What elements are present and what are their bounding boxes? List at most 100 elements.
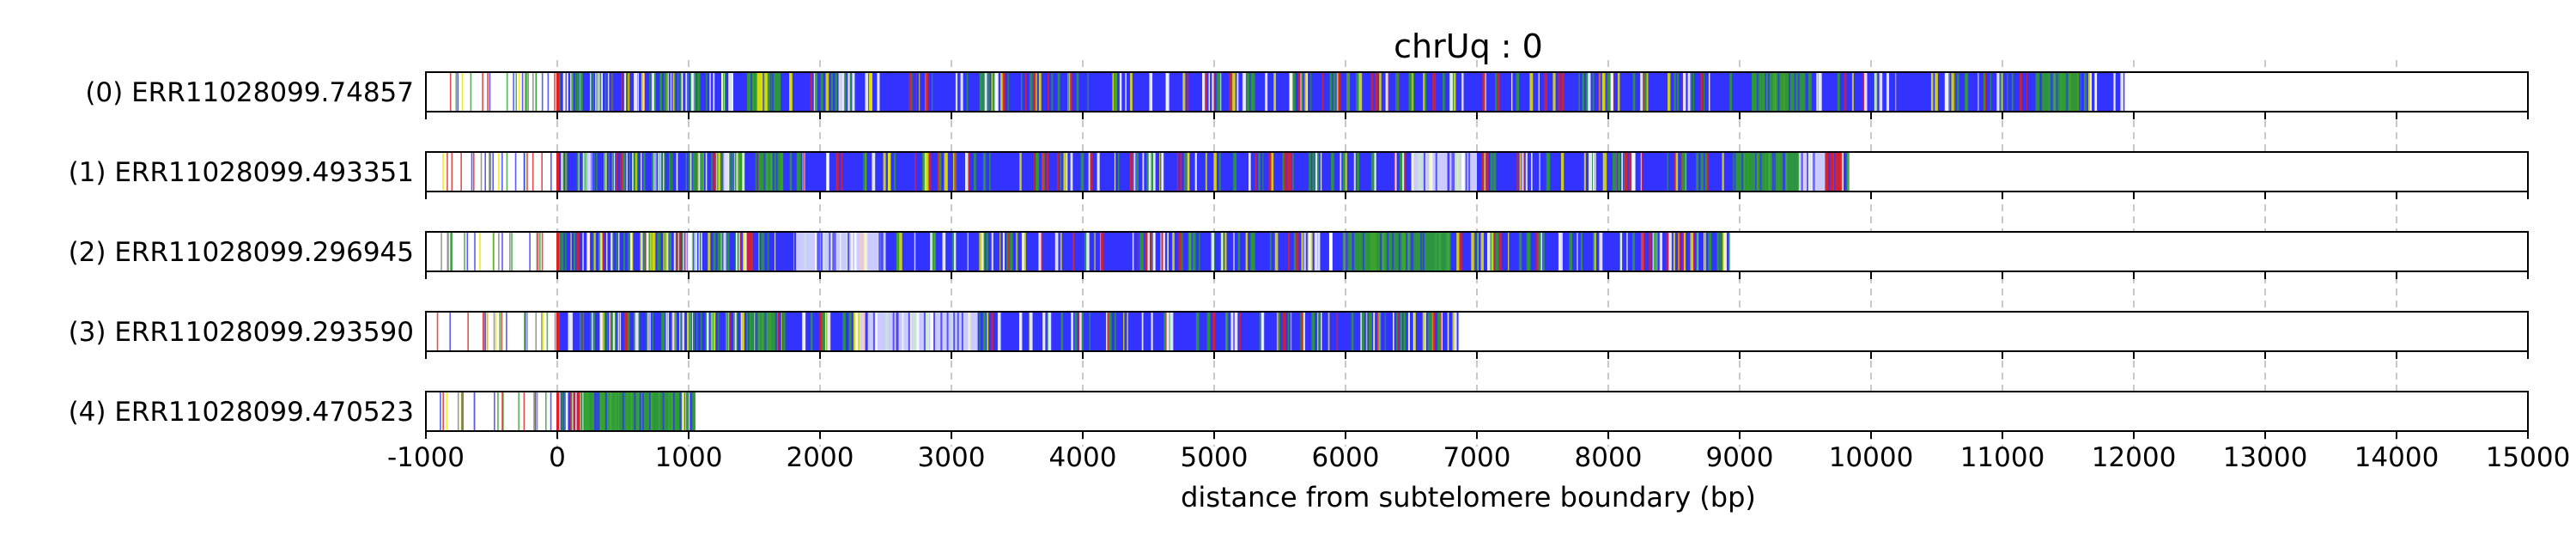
base-mark [641, 392, 644, 431]
base-mark [1406, 232, 1408, 271]
base-mark [1953, 72, 1956, 112]
base-mark [1384, 312, 1386, 351]
base-mark [877, 72, 880, 112]
base-mark [558, 312, 560, 351]
base-mark [532, 152, 534, 191]
base-mark [1042, 312, 1046, 351]
base-mark [1306, 72, 1309, 112]
base-mark [1250, 232, 1254, 271]
base-mark [604, 312, 606, 351]
base-mark [451, 152, 453, 191]
base-mark [1166, 72, 1170, 112]
base-mark [1643, 72, 1647, 112]
base-mark [896, 312, 898, 351]
base-mark [725, 232, 726, 271]
base-mark [1395, 72, 1397, 112]
base-mark [711, 312, 714, 351]
base-mark [997, 72, 999, 112]
base-mark [619, 312, 622, 351]
base-mark [1519, 152, 1522, 191]
base-mark [749, 312, 752, 351]
base-mark [461, 72, 464, 112]
base-mark [1097, 152, 1100, 191]
base-mark [1538, 232, 1541, 271]
base-mark [741, 312, 744, 351]
base-mark [1492, 152, 1497, 191]
base-mark [634, 72, 637, 112]
base-mark [982, 152, 987, 191]
base-mark [677, 232, 679, 271]
base-mark [1206, 312, 1211, 351]
base-mark [702, 152, 703, 191]
x-tick-label: 6000 [1312, 442, 1380, 473]
base-mark [1327, 312, 1330, 351]
base-mark [664, 72, 667, 112]
base-mark [1493, 232, 1495, 271]
base-mark [1261, 312, 1265, 351]
base-mark [694, 72, 696, 112]
base-mark [1292, 152, 1294, 191]
base-mark [738, 232, 740, 271]
base-mark [1569, 232, 1573, 271]
x-tick-label: 12000 [2092, 442, 2177, 473]
read-label: (2) ERR11028099.296945 [69, 237, 414, 268]
base-mark [1268, 152, 1272, 191]
base-mark [1086, 232, 1090, 271]
base-mark [498, 232, 500, 271]
base-mark [1151, 152, 1154, 191]
base-mark [590, 312, 592, 351]
base-mark [1954, 72, 1956, 112]
base-mark [923, 312, 926, 351]
base-mark [689, 152, 691, 191]
base-mark [682, 312, 683, 351]
base-mark [1023, 232, 1026, 271]
base-mark [674, 312, 677, 351]
base-mark [1540, 232, 1543, 271]
base-mark [492, 152, 494, 191]
base-mark [670, 232, 671, 271]
base-mark [603, 312, 605, 351]
base-mark [1054, 232, 1059, 271]
base-mark [665, 312, 668, 351]
x-tick-label: 7000 [1443, 442, 1511, 473]
base-mark [706, 312, 709, 351]
base-mark [467, 312, 469, 351]
base-mark [623, 312, 628, 351]
base-mark [1242, 72, 1245, 112]
base-mark [782, 312, 786, 351]
base-mark [817, 232, 819, 271]
base-mark [744, 232, 747, 271]
base-mark [1057, 72, 1060, 112]
base-mark [1010, 232, 1013, 271]
base-mark [566, 72, 568, 112]
base-mark [1497, 72, 1500, 112]
base-mark [965, 152, 969, 191]
base-mark [1487, 232, 1491, 271]
base-mark [473, 392, 476, 431]
base-mark [1239, 312, 1241, 351]
base-mark [982, 312, 987, 351]
base-mark [571, 392, 574, 431]
base-mark [1477, 232, 1479, 271]
base-mark [561, 152, 562, 191]
base-mark [1080, 152, 1084, 191]
base-mark [1194, 152, 1197, 191]
base-mark [722, 72, 725, 112]
base-mark [559, 72, 561, 112]
base-mark [1352, 232, 1354, 271]
base-mark [518, 392, 520, 431]
base-mark [1818, 72, 1820, 112]
base-mark [772, 152, 775, 191]
base-mark [599, 312, 602, 351]
base-mark [981, 232, 984, 271]
base-mark [515, 72, 518, 112]
base-mark [1309, 152, 1311, 191]
base-mark [460, 152, 462, 191]
base-mark [652, 312, 653, 351]
base-mark [612, 152, 614, 191]
base-mark [1225, 312, 1229, 351]
base-mark [738, 152, 740, 191]
base-mark [1151, 72, 1153, 112]
base-mark [1216, 72, 1220, 112]
base-mark [696, 152, 698, 191]
